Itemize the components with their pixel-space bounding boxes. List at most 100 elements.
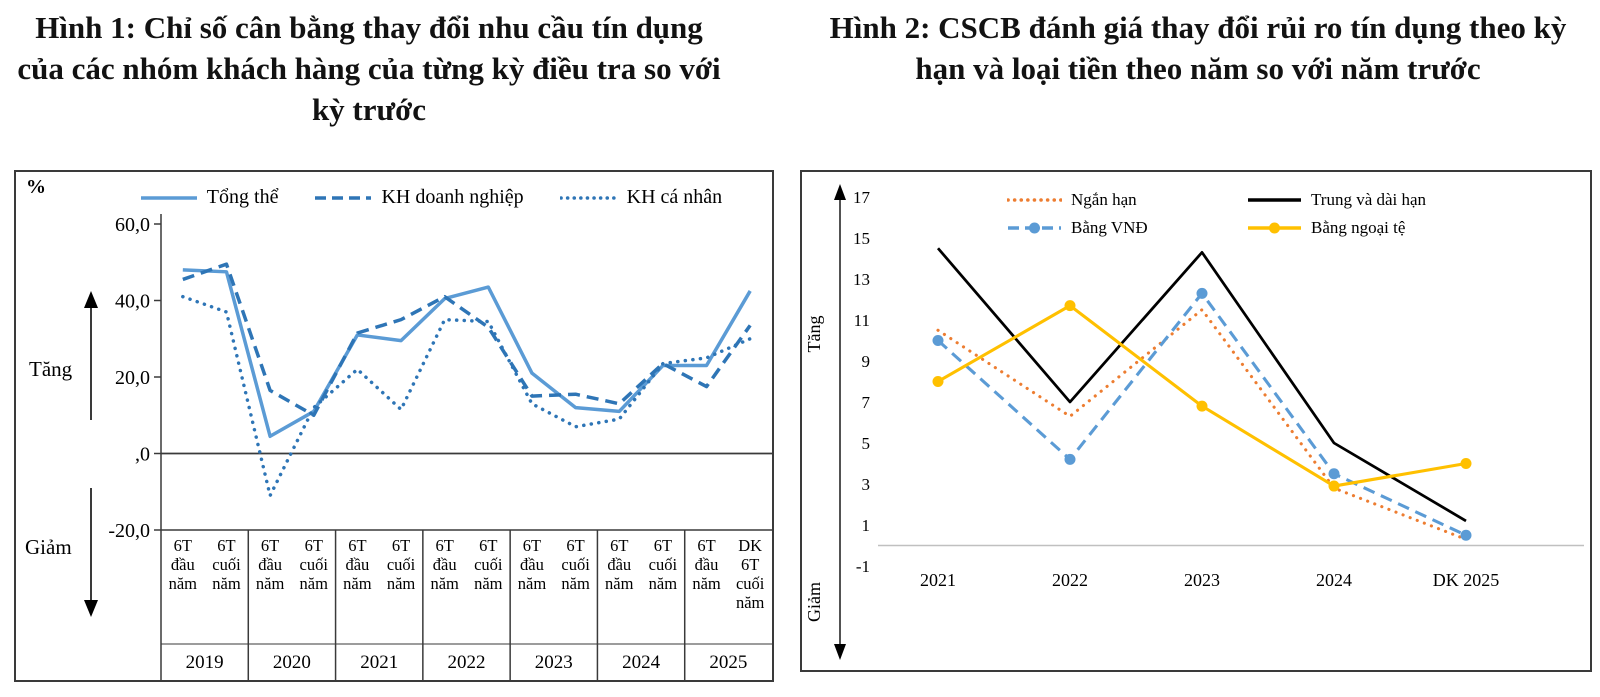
figure1-chart-box: % Tổng thể KH doanh nghiệp KH cá nhân 60,0…	[14, 170, 774, 682]
period-label: năm	[736, 593, 765, 612]
series-line-kh-doanh-nghiep	[182, 262, 752, 417]
legend-item-bang-vn: Bằng VNĐ	[1007, 218, 1247, 238]
period-label: đầu	[520, 555, 544, 574]
legend-item-kh-doanh-nghiep: KH doanh nghiệp	[314, 186, 524, 209]
year-label: 2019	[186, 652, 224, 673]
period-label: cuối	[474, 555, 503, 574]
period-label: 6T	[610, 536, 628, 555]
y-tick-label: 60,0	[115, 214, 150, 236]
period-label: năm	[474, 574, 503, 593]
period-label: năm	[256, 574, 285, 593]
legend-label: KH doanh nghiệp	[381, 186, 524, 208]
series-line-kh-ca-nhan	[181, 294, 752, 498]
y-tick-label: 3	[862, 475, 871, 494]
period-label: năm	[649, 574, 678, 593]
y-tick-label: 1	[862, 516, 871, 535]
x-category-label: 2021	[920, 570, 956, 590]
y-tick-label: -1	[856, 557, 870, 576]
period-label: DK	[738, 536, 762, 555]
period-label: 6T	[436, 536, 454, 555]
series-line-ngan-han	[936, 308, 1468, 541]
year-label: 2022	[448, 652, 486, 673]
series-marker-bang-vn	[1460, 529, 1472, 541]
legend-label: Tổng thể	[206, 186, 279, 208]
legend-line-sample-icon	[315, 195, 372, 200]
axis-up-arrow-head-icon	[834, 184, 846, 200]
legend-line-sample-icon	[559, 195, 618, 200]
period-label: 6T	[741, 555, 759, 574]
year-label: 2023	[535, 652, 573, 673]
figure2-title: Hình 2: CSCB đánh giá thay đổi rủi ro tí…	[829, 10, 1567, 86]
period-label: 6T	[566, 536, 584, 555]
legend-item-ngan-han: Ngắn hạn	[1007, 190, 1247, 210]
y-tick-label: 9	[862, 352, 871, 371]
series-marker-bang-ngoai-te	[1196, 400, 1208, 412]
year-label: 2024	[622, 652, 661, 673]
period-label: 6T	[348, 536, 366, 555]
series-line-bang-ngoai-te	[937, 304, 1467, 488]
year-label: 2025	[709, 652, 747, 673]
legend-label: KH cá nhân	[626, 186, 723, 208]
period-label: cuối	[212, 555, 241, 574]
series-line-trung-va-dai-han	[936, 247, 1467, 523]
year-label: 2021	[360, 652, 398, 673]
x-category-label: 2023	[1184, 570, 1220, 590]
year-label: 2020	[273, 652, 311, 673]
legend-label: Ngắn hạn	[1071, 190, 1137, 209]
period-label: 6T	[305, 536, 323, 555]
period-label: cuối	[387, 555, 416, 574]
period-label: 6T	[217, 536, 235, 555]
y-tick-label: 15	[853, 229, 870, 248]
series-marker-bang-ngoai-te	[1460, 458, 1472, 469]
decrease-axis-label: Giảm	[25, 535, 72, 559]
period-label: 6T	[479, 536, 497, 555]
y-tick-label: 5	[862, 434, 871, 453]
period-label: đầu	[345, 555, 369, 574]
x-category-label: 2024	[1316, 570, 1352, 590]
legend-item-tong-the: Tổng thể	[140, 186, 279, 209]
series-marker-bang-ngoai-te	[1328, 480, 1340, 492]
period-label: năm	[430, 574, 459, 593]
y-tick-label: ,0	[135, 444, 150, 466]
legend-item-kh-ca-nhan: KH cá nhân	[559, 186, 723, 209]
period-label: năm	[343, 574, 372, 593]
y-tick-label: -20,0	[108, 520, 150, 542]
period-label: cuối	[561, 555, 590, 574]
figure2-legend: Ngắn hạn Trung và dài hạn Bằng VNĐ Bằng ngo…	[1007, 190, 1426, 238]
figure1-legend: Tổng thể KH doanh nghiệp KH cá nhân	[106, 186, 756, 209]
x-category-label: 2022	[1052, 570, 1088, 590]
period-label: năm	[169, 574, 198, 593]
series-marker-bang-vn	[1328, 468, 1340, 480]
period-label: 6T	[523, 536, 541, 555]
figure1-y-unit-label: %	[26, 176, 46, 198]
period-label: đầu	[258, 555, 282, 574]
increase-axis-label: Tăng	[804, 316, 824, 353]
series-marker-bang-vn	[1064, 453, 1076, 465]
period-label: năm	[212, 574, 241, 593]
x-category-label: DK 2025	[1433, 570, 1500, 590]
legend-line-sample-icon	[1248, 222, 1301, 234]
period-label: đầu	[607, 555, 631, 574]
series-marker-bang-vn	[1196, 287, 1208, 299]
period-label: cuối	[300, 555, 329, 574]
series-marker-bang-vn	[932, 335, 944, 346]
y-tick-label: 20,0	[115, 367, 150, 389]
period-label: 6T	[392, 536, 410, 555]
series-marker-bang-ngoai-te	[932, 376, 944, 387]
period-label: cuối	[736, 574, 765, 593]
y-tick-label: 13	[853, 270, 870, 289]
legend-line-sample-icon	[1008, 222, 1061, 234]
period-label: cuối	[649, 555, 678, 574]
increase-axis-label: Tăng	[29, 357, 73, 381]
figure2-plot: 17 15 13 11 9 7 5 3 1 -1 2021 2022 2023 2024 DK 2025 Tă…	[804, 184, 1584, 660]
decrease-arrow-head-icon	[84, 600, 98, 617]
series-marker-bang-ngoai-te	[1064, 300, 1076, 312]
y-tick-label: 40,0	[115, 291, 150, 313]
period-label: đầu	[171, 555, 195, 574]
period-label: năm	[561, 574, 590, 593]
period-label: năm	[605, 574, 634, 593]
series-line-tong-the	[182, 268, 752, 439]
y-tick-label: 7	[862, 393, 871, 412]
period-label: năm	[300, 574, 329, 593]
figure1-title: Hình 1: Chỉ số cân bằng thay đổi nhu cầu…	[17, 10, 721, 127]
